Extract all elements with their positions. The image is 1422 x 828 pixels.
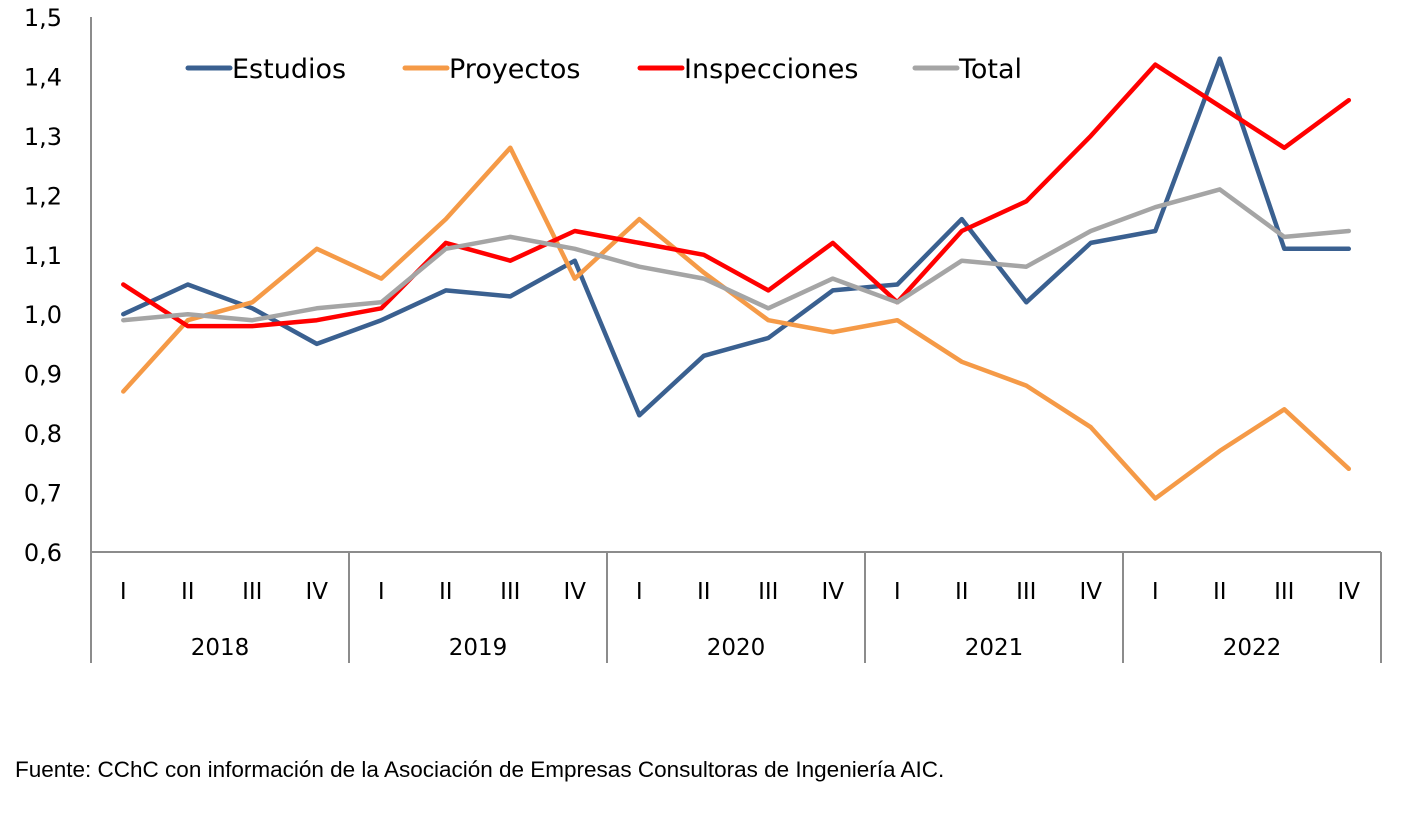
- legend-label: Estudios: [232, 54, 346, 85]
- series-layer: [121, 56, 1352, 501]
- legend-item-estudios: Estudios: [185, 54, 346, 85]
- x-group-label: 2019: [449, 635, 508, 661]
- x-tick-label: III: [1274, 579, 1294, 605]
- y-tick-label: 0,6: [24, 539, 62, 567]
- x-tick-label: IV: [305, 579, 328, 605]
- x-tick-label: II: [181, 579, 195, 605]
- series-line-inspecciones: [121, 62, 1352, 329]
- x-tick-label: II: [439, 579, 453, 605]
- x-tick-label: III: [242, 579, 262, 605]
- legend-label: Total: [958, 54, 1022, 85]
- x-group-label: 2021: [965, 635, 1024, 661]
- x-group-label: 2020: [707, 635, 766, 661]
- x-tick-label: II: [955, 579, 969, 605]
- legend-item-inspecciones: Inspecciones: [637, 54, 858, 85]
- legend: Estudios Proyectos Inspecciones Total: [185, 54, 1022, 85]
- y-tick-label: 1,2: [24, 182, 62, 210]
- y-tick-label: 1,5: [24, 4, 62, 32]
- legend-label: Inspecciones: [684, 54, 858, 85]
- x-group-label: 2018: [191, 635, 250, 661]
- x-tick-label: IV: [821, 579, 844, 605]
- y-axis: 0,6 0,7 0,8 0,9 1,0 1,1 1,2 1,3 1,4 1,5: [24, 4, 92, 663]
- x-tick-label: I: [378, 579, 385, 605]
- legend-item-total: Total: [912, 54, 1022, 85]
- legend-label: Proyectos: [449, 54, 580, 85]
- y-tick-label: 0,8: [24, 420, 62, 448]
- x-tick-label: IV: [563, 579, 586, 605]
- x-tick-label: IV: [1079, 579, 1102, 605]
- y-tick-label: 1,1: [24, 242, 62, 270]
- x-group-label: 2022: [1223, 635, 1282, 661]
- series-line-proyectos: [121, 145, 1352, 501]
- y-tick-label: 1,0: [24, 301, 62, 329]
- y-tick-label: 1,3: [24, 123, 62, 151]
- y-tick-label: 1,4: [24, 63, 62, 91]
- x-tick-label: IV: [1337, 579, 1360, 605]
- y-tick-label: 0,9: [24, 361, 62, 389]
- series-line-estudios: [121, 56, 1352, 418]
- series-line-total: [121, 187, 1352, 323]
- y-tick-label: 0,7: [24, 480, 62, 508]
- x-tick-label: III: [500, 579, 520, 605]
- x-tick-label: I: [1152, 579, 1159, 605]
- x-tick-label: II: [697, 579, 711, 605]
- x-tick-label: I: [120, 579, 127, 605]
- source-note: Fuente: CChC con información de la Asoci…: [15, 757, 945, 782]
- x-tick-label: II: [1213, 579, 1227, 605]
- x-tick-label: I: [636, 579, 643, 605]
- x-tick-label: I: [894, 579, 901, 605]
- legend-item-proyectos: Proyectos: [402, 54, 580, 85]
- x-tick-label: III: [758, 579, 778, 605]
- x-tick-label: III: [1016, 579, 1036, 605]
